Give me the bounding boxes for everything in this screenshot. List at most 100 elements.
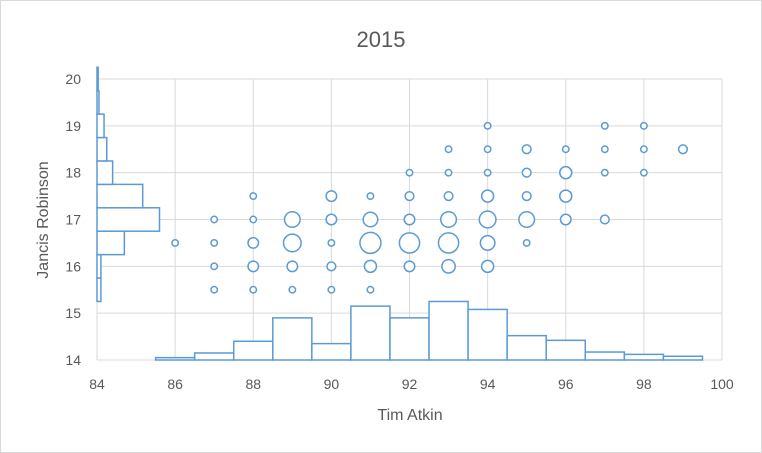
- x-histogram-bar: [193, 352, 235, 361]
- bubble-point: [210, 262, 219, 271]
- y-histogram-bar: [96, 253, 102, 279]
- x-axis-title: Tim Atkin: [377, 407, 442, 424]
- y-tick-label: 17: [65, 212, 81, 228]
- y-tick-label: 15: [65, 305, 81, 321]
- y-histogram-bar: [96, 230, 126, 256]
- x-histogram-bar: [154, 356, 196, 361]
- x-tick-label: 88: [245, 376, 261, 392]
- x-histogram-bar: [389, 317, 430, 361]
- x-histogram-bar: [623, 353, 665, 361]
- bubble-point: [443, 190, 454, 202]
- y-histogram-bar: [96, 207, 161, 232]
- x-histogram-bar: [350, 305, 391, 361]
- bubble-point: [325, 213, 338, 226]
- bubble-point: [327, 238, 336, 247]
- bubble-point: [210, 285, 219, 294]
- bubble-point: [437, 232, 460, 254]
- x-histogram-bar: [311, 342, 352, 361]
- bubble-point: [326, 261, 337, 272]
- x-axis-ticks: 84 86 88 90 92 94 96 98 100: [89, 376, 734, 392]
- x-tick-label: 100: [710, 376, 734, 392]
- bubble-point: [362, 211, 379, 228]
- y-histogram: [96, 66, 161, 303]
- y-histogram-bar: [96, 183, 144, 209]
- x-histogram-bar: [545, 339, 587, 361]
- x-tick-label: 86: [167, 376, 183, 392]
- x-tick-label: 98: [636, 376, 652, 392]
- x-tick-label: 92: [402, 376, 418, 392]
- y-histogram-bar: [96, 113, 105, 139]
- x-histogram-bar: [584, 351, 626, 361]
- chart-title: 2015: [357, 27, 406, 52]
- bubble-point: [247, 260, 260, 273]
- y-axis-title: Jancis Robinson: [35, 161, 52, 278]
- bubble-point: [440, 210, 458, 229]
- bubble-point: [210, 238, 219, 247]
- bubble-point: [249, 285, 258, 294]
- y-histogram-bar: [96, 89, 100, 115]
- y-axis-ticks: 14 15 16 17 18 19 20: [65, 71, 81, 368]
- bubble-point: [600, 145, 609, 154]
- bubble-point: [483, 168, 492, 177]
- x-tick-label: 96: [558, 376, 574, 392]
- y-histogram-bar: [96, 277, 102, 303]
- bubble-point: [483, 145, 492, 154]
- bubble-series: [171, 121, 689, 294]
- bubble-point: [600, 121, 609, 130]
- bubble-point: [521, 167, 532, 178]
- y-histogram-bar: [96, 160, 114, 186]
- bubble-point: [327, 285, 336, 294]
- bubble-point: [286, 260, 299, 273]
- x-histogram: [154, 300, 704, 361]
- bubble-point: [403, 213, 416, 226]
- bubble-point: [249, 215, 258, 224]
- bubble-point: [444, 168, 453, 177]
- y-tick-label: 20: [65, 71, 81, 87]
- bubble-point: [478, 210, 497, 229]
- x-tick-label: 90: [324, 376, 340, 392]
- bubble-point: [366, 285, 375, 294]
- x-histogram-bar: [662, 355, 704, 361]
- y-tick-label: 18: [65, 165, 81, 181]
- bubble-point: [325, 190, 338, 203]
- bubble-point: [639, 121, 648, 130]
- bubble-point: [171, 238, 180, 247]
- bubble-point: [559, 189, 573, 203]
- bubble-point: [599, 214, 610, 225]
- bubble-point: [521, 190, 532, 202]
- y-histogram-bar: [96, 136, 108, 162]
- x-histogram-bar: [272, 317, 313, 361]
- x-histogram-bar: [467, 308, 508, 361]
- x-histogram-bar: [506, 334, 547, 361]
- bubble-point: [480, 189, 495, 203]
- bubble-point: [518, 210, 536, 229]
- y-histogram-bar: [96, 66, 99, 92]
- bubble-point: [639, 145, 648, 154]
- bubble-point: [405, 168, 414, 177]
- bubble-point: [521, 144, 532, 155]
- bubble-point: [559, 213, 572, 226]
- y-tick-label: 16: [65, 258, 81, 274]
- bubble-point: [639, 168, 648, 177]
- bubble-point: [403, 260, 416, 273]
- bubble-point: [677, 144, 689, 155]
- bubble-point: [288, 285, 297, 294]
- bubble-point: [480, 259, 495, 274]
- x-tick-label: 94: [480, 376, 496, 392]
- x-histogram-bar: [232, 340, 274, 361]
- bubble-point: [600, 168, 609, 177]
- bubble-point: [441, 258, 456, 274]
- bubble-point: [404, 190, 415, 202]
- x-histogram-bar: [428, 300, 469, 361]
- y-tick-label: 14: [65, 352, 81, 368]
- bubble-point: [210, 215, 219, 224]
- bubble-point: [359, 231, 382, 255]
- bubble-point: [559, 165, 573, 180]
- bubble-point: [282, 233, 302, 253]
- bubble-point: [483, 121, 492, 130]
- bubble-point: [398, 232, 421, 254]
- x-tick-label: 84: [89, 376, 105, 392]
- bubble-point: [247, 236, 260, 249]
